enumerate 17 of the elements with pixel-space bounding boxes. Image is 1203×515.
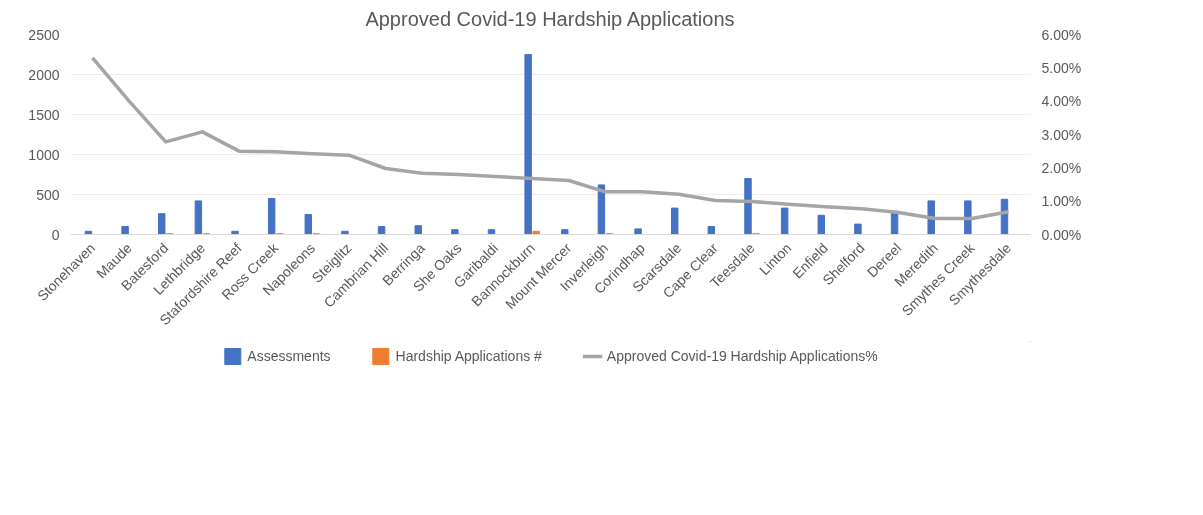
y-tick-label: 0 xyxy=(51,226,60,243)
y-tick-label: 2500 xyxy=(28,26,60,43)
y-tick-label: 500 xyxy=(36,186,60,203)
y2-tick-label: 6.00% xyxy=(1041,26,1082,43)
y2-tick-label: 3.00% xyxy=(1041,126,1082,143)
y-tick-label: 1500 xyxy=(28,106,60,123)
legend-label: Hardship Applications # xyxy=(395,348,542,364)
legend-label: Assessments xyxy=(247,348,331,364)
y-tick-label: 2000 xyxy=(28,66,60,83)
y2-tick-label: 4.00% xyxy=(1041,93,1082,110)
y2-tick-label: 5.00% xyxy=(1041,59,1082,76)
y-tick-label: 1000 xyxy=(28,146,60,163)
y2-tick-label: 1.00% xyxy=(1041,193,1082,210)
y2-tick-label: 0.00% xyxy=(1041,226,1082,243)
y2-tick-label: 2.00% xyxy=(1041,159,1082,176)
chart-title: Approved Covid-19 Hardship Applications xyxy=(365,7,735,30)
legend-label: Approved Covid-19 Hardship Applications% xyxy=(606,348,878,364)
